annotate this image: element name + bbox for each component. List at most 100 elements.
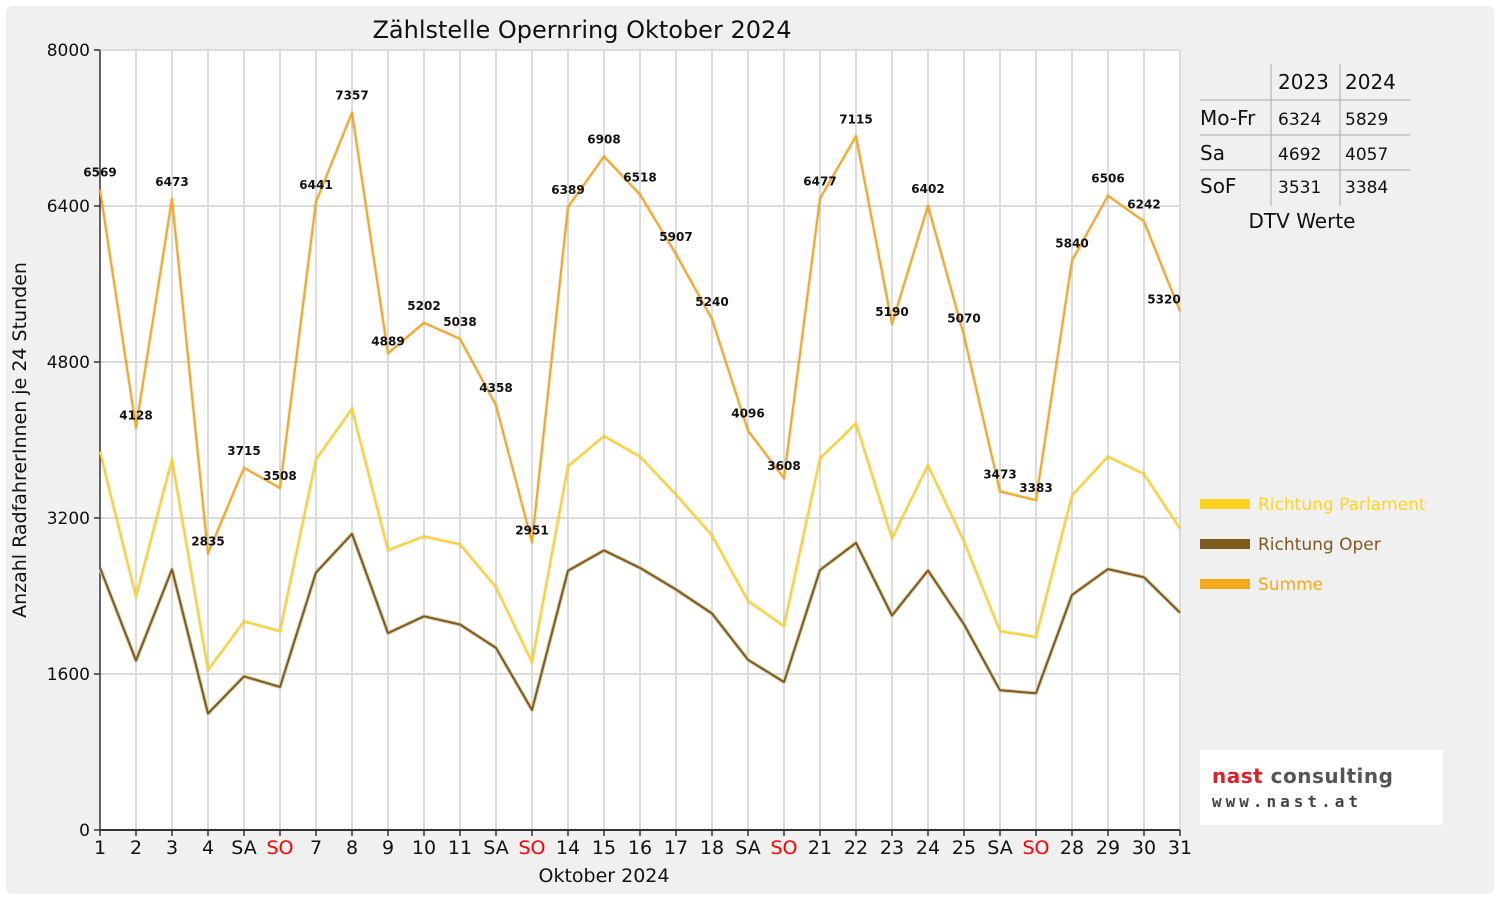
chart-title: Zählstelle Opernring Oktober 2024 xyxy=(372,16,791,44)
dtv-cell: 4692 xyxy=(1278,145,1321,165)
x-tick-label: SA xyxy=(987,837,1012,859)
x-tick-label: 11 xyxy=(448,837,472,859)
x-tick-label: 24 xyxy=(916,837,940,859)
dtv-cell: SoF xyxy=(1200,174,1236,198)
data-label: 3608 xyxy=(767,459,800,473)
x-tick-label: 31 xyxy=(1168,837,1192,859)
data-label: 5840 xyxy=(1055,237,1088,251)
data-label: 3383 xyxy=(1019,481,1052,495)
data-label: 5190 xyxy=(875,305,908,319)
x-tick-label: 30 xyxy=(1132,837,1156,859)
legend-swatch xyxy=(1200,579,1250,589)
data-label: 6477 xyxy=(803,174,836,188)
data-label: 6242 xyxy=(1127,197,1160,211)
y-axis-label: Anzahl RadfahrerInnen je 24 Stunden xyxy=(9,262,31,618)
series xyxy=(98,110,1182,716)
x-tick-label: 2 xyxy=(130,837,142,859)
data-label: 6402 xyxy=(911,182,944,196)
dtv-caption: DTV Werte xyxy=(1249,209,1356,233)
x-tick-label: 18 xyxy=(700,837,724,859)
x-tick-label: 3 xyxy=(166,837,178,859)
dtv-cell: 6324 xyxy=(1278,110,1321,130)
x-tick-label: 15 xyxy=(592,837,616,859)
legend-label: Summe xyxy=(1258,575,1323,595)
x-tick-label: 17 xyxy=(664,837,688,859)
data-label: 7357 xyxy=(335,89,368,103)
dtv-table: 2023 2024 Mo-Fr 6324 5829 Sa 4692 4057 SoF 3531 33… xyxy=(1200,64,1410,233)
dtv-cell: 4057 xyxy=(1345,145,1388,165)
data-label: 5320 xyxy=(1147,292,1180,306)
data-label: 6389 xyxy=(551,183,584,197)
legend-label: Richtung Parlament xyxy=(1258,495,1426,515)
logo-name-rest: consulting xyxy=(1263,764,1394,788)
axes xyxy=(94,49,1181,836)
x-tick-label: SA xyxy=(483,837,508,859)
legend: Richtung Parlament Richtung Oper Summe xyxy=(1200,495,1426,595)
legend-swatch xyxy=(1200,499,1250,509)
y-tick-label: 1600 xyxy=(47,665,90,685)
x-tick-label: SO xyxy=(1022,837,1049,859)
x-tick-label: SA xyxy=(735,837,760,859)
x-tick-label: 14 xyxy=(556,837,580,859)
x-tick-label: 28 xyxy=(1060,837,1084,859)
logo-name-red: nast xyxy=(1212,764,1264,788)
data-label: 6473 xyxy=(155,175,188,189)
logo-url: www.nast.at xyxy=(1212,792,1362,811)
x-tick-label: SA xyxy=(231,837,256,859)
x-tick-label: 29 xyxy=(1096,837,1120,859)
dtv-cell: 3531 xyxy=(1278,178,1321,198)
x-tick-label: SO xyxy=(518,837,545,859)
x-tick-label: 1 xyxy=(94,837,106,859)
y-tick-label: 8000 xyxy=(47,41,90,61)
dtv-cell: Sa xyxy=(1200,141,1225,165)
data-label: 6506 xyxy=(1091,172,1124,186)
nast-consulting-logo: nast consulting www.nast.at xyxy=(1200,750,1443,825)
y-tick-label: 4800 xyxy=(47,353,90,373)
data-label: 7115 xyxy=(839,112,872,126)
x-tick-label: 4 xyxy=(202,837,214,859)
legend-swatch xyxy=(1200,539,1250,549)
x-tick-label: 7 xyxy=(310,837,322,859)
grid-lines xyxy=(100,49,1181,830)
data-label: 4096 xyxy=(731,407,764,421)
dtv-cell: Mo-Fr xyxy=(1200,106,1256,130)
data-label: 5038 xyxy=(443,315,476,329)
dtv-header: 2023 xyxy=(1278,70,1329,94)
dtv-header: 2024 xyxy=(1345,70,1396,94)
y-tick-label: 0 xyxy=(79,821,90,841)
data-label: 3715 xyxy=(227,444,260,458)
x-ticks: 1 2 3 4 SA SO 7 8 9 10 11 SA SO 14 15 16 17 18 SA SO 21 22 23 2… xyxy=(94,837,1192,859)
x-tick-label: 25 xyxy=(952,837,976,859)
data-label: 6518 xyxy=(623,170,656,184)
data-label: 6441 xyxy=(299,178,332,192)
y-tick-label: 6400 xyxy=(47,197,90,217)
y-tick-label: 3200 xyxy=(47,509,90,529)
data-label: 5202 xyxy=(407,299,440,313)
dtv-cell: 3384 xyxy=(1345,178,1388,198)
legend-label: Richtung Oper xyxy=(1258,535,1381,555)
x-tick-label: 10 xyxy=(412,837,436,859)
x-tick-label: 23 xyxy=(880,837,904,859)
data-label: 2951 xyxy=(515,523,548,537)
x-tick-label: 22 xyxy=(844,837,868,859)
data-label: 5907 xyxy=(659,230,692,244)
data-label: 3473 xyxy=(983,467,1016,481)
x-axis-label: Oktober 2024 xyxy=(539,865,670,887)
data-label: 6908 xyxy=(587,132,620,146)
dtv-cell: 5829 xyxy=(1345,110,1388,130)
x-tick-label: 8 xyxy=(346,837,358,859)
x-tick-label: 9 xyxy=(382,837,394,859)
data-label: 4889 xyxy=(371,334,404,348)
data-label: 2835 xyxy=(191,535,224,549)
x-tick-label: SO xyxy=(266,837,293,859)
x-tick-label: 16 xyxy=(628,837,652,859)
x-tick-label: 21 xyxy=(808,837,832,859)
data-label: 3508 xyxy=(263,469,296,483)
data-label: 5240 xyxy=(695,295,728,309)
y-ticks: 0 1600 3200 4800 6400 8000 xyxy=(47,41,90,841)
data-label: 6569 xyxy=(83,166,116,180)
data-label: 5070 xyxy=(947,312,980,326)
data-label: 4128 xyxy=(119,409,152,423)
